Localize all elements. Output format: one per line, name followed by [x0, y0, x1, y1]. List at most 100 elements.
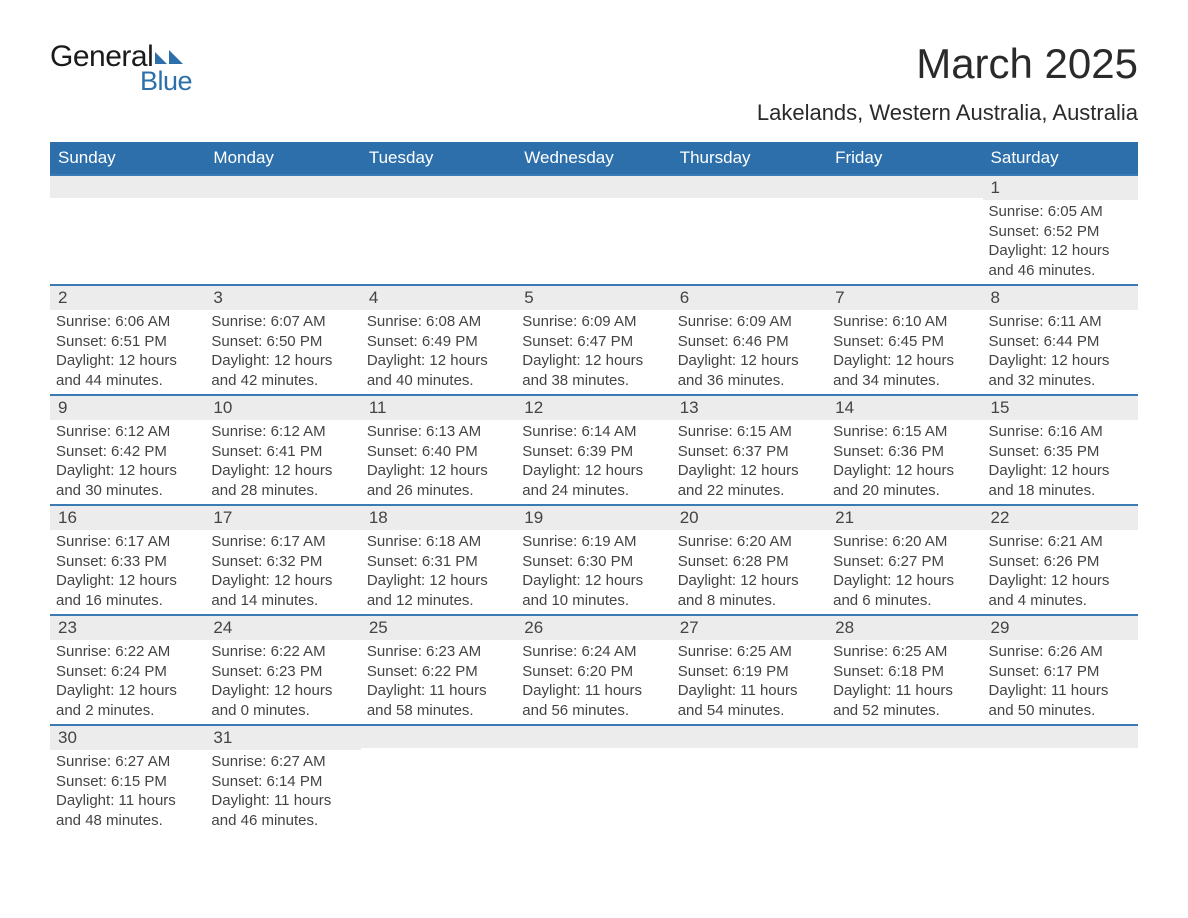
sunrise-line: Sunrise: 6:13 AM: [367, 422, 510, 442]
calendar-cell: 14Sunrise: 6:15 AMSunset: 6:36 PMDayligh…: [827, 396, 982, 504]
day-details: Sunrise: 6:17 AMSunset: 6:32 PMDaylight:…: [205, 530, 360, 614]
calendar-cell: [516, 726, 671, 834]
sunrise-line: Sunrise: 6:16 AM: [989, 422, 1132, 442]
day-details: Sunrise: 6:16 AMSunset: 6:35 PMDaylight:…: [983, 420, 1138, 504]
day-number: 29: [983, 616, 1138, 640]
day-number: [827, 726, 982, 748]
calendar-cell: [361, 176, 516, 284]
sunrise-line: Sunrise: 6:20 AM: [833, 532, 976, 552]
daylight-line: Daylight: 12 hours and 18 minutes.: [989, 461, 1132, 500]
day-details: Sunrise: 6:26 AMSunset: 6:17 PMDaylight:…: [983, 640, 1138, 724]
sunrise-line: Sunrise: 6:15 AM: [833, 422, 976, 442]
sunset-line: Sunset: 6:47 PM: [522, 332, 665, 352]
sunrise-line: Sunrise: 6:23 AM: [367, 642, 510, 662]
daylight-line: Daylight: 12 hours and 8 minutes.: [678, 571, 821, 610]
day-header-row: SundayMondayTuesdayWednesdayThursdayFrid…: [50, 142, 1138, 174]
calendar-cell: 23Sunrise: 6:22 AMSunset: 6:24 PMDayligh…: [50, 616, 205, 724]
sunrise-line: Sunrise: 6:12 AM: [211, 422, 354, 442]
day-number: 16: [50, 506, 205, 530]
day-details: [361, 748, 516, 754]
day-number: 22: [983, 506, 1138, 530]
sunset-line: Sunset: 6:37 PM: [678, 442, 821, 462]
daylight-line: Daylight: 11 hours and 46 minutes.: [211, 791, 354, 830]
sunrise-line: Sunrise: 6:17 AM: [56, 532, 199, 552]
day-number: 27: [672, 616, 827, 640]
sunrise-line: Sunrise: 6:12 AM: [56, 422, 199, 442]
calendar-cell: 16Sunrise: 6:17 AMSunset: 6:33 PMDayligh…: [50, 506, 205, 614]
daylight-line: Daylight: 12 hours and 40 minutes.: [367, 351, 510, 390]
daylight-line: Daylight: 12 hours and 0 minutes.: [211, 681, 354, 720]
daylight-line: Daylight: 12 hours and 42 minutes.: [211, 351, 354, 390]
daylight-line: Daylight: 12 hours and 10 minutes.: [522, 571, 665, 610]
calendar-cell: 19Sunrise: 6:19 AMSunset: 6:30 PMDayligh…: [516, 506, 671, 614]
day-number: 15: [983, 396, 1138, 420]
sunrise-line: Sunrise: 6:08 AM: [367, 312, 510, 332]
day-number: 21: [827, 506, 982, 530]
day-details: Sunrise: 6:27 AMSunset: 6:14 PMDaylight:…: [205, 750, 360, 834]
calendar-week-row: 1Sunrise: 6:05 AMSunset: 6:52 PMDaylight…: [50, 174, 1138, 284]
day-number: [50, 176, 205, 198]
sunset-line: Sunset: 6:23 PM: [211, 662, 354, 682]
sunrise-line: Sunrise: 6:22 AM: [211, 642, 354, 662]
calendar-cell: [827, 176, 982, 284]
day-number: 4: [361, 286, 516, 310]
daylight-line: Daylight: 12 hours and 38 minutes.: [522, 351, 665, 390]
day-details: Sunrise: 6:15 AMSunset: 6:36 PMDaylight:…: [827, 420, 982, 504]
page-header: General Blue March 2025 Lakelands, Weste…: [50, 40, 1138, 132]
calendar-cell: 20Sunrise: 6:20 AMSunset: 6:28 PMDayligh…: [672, 506, 827, 614]
day-number: [516, 176, 671, 198]
sunrise-line: Sunrise: 6:26 AM: [989, 642, 1132, 662]
day-number: 23: [50, 616, 205, 640]
day-details: Sunrise: 6:15 AMSunset: 6:37 PMDaylight:…: [672, 420, 827, 504]
day-details: [983, 748, 1138, 754]
day-number: 1: [983, 176, 1138, 200]
day-number: 25: [361, 616, 516, 640]
calendar-cell: 13Sunrise: 6:15 AMSunset: 6:37 PMDayligh…: [672, 396, 827, 504]
daylight-line: Daylight: 12 hours and 12 minutes.: [367, 571, 510, 610]
calendar-week-row: 16Sunrise: 6:17 AMSunset: 6:33 PMDayligh…: [50, 504, 1138, 614]
day-number: [983, 726, 1138, 748]
location-subtitle: Lakelands, Western Australia, Australia: [757, 100, 1138, 126]
calendar-cell: 3Sunrise: 6:07 AMSunset: 6:50 PMDaylight…: [205, 286, 360, 394]
day-details: [672, 198, 827, 204]
sunrise-line: Sunrise: 6:06 AM: [56, 312, 199, 332]
calendar-cell: 31Sunrise: 6:27 AMSunset: 6:14 PMDayligh…: [205, 726, 360, 834]
day-number: 17: [205, 506, 360, 530]
day-number: [205, 176, 360, 198]
sunrise-line: Sunrise: 6:27 AM: [56, 752, 199, 772]
sunset-line: Sunset: 6:20 PM: [522, 662, 665, 682]
day-number: 10: [205, 396, 360, 420]
day-number: 2: [50, 286, 205, 310]
day-details: [672, 748, 827, 754]
day-details: Sunrise: 6:17 AMSunset: 6:33 PMDaylight:…: [50, 530, 205, 614]
calendar-cell: 30Sunrise: 6:27 AMSunset: 6:15 PMDayligh…: [50, 726, 205, 834]
sunset-line: Sunset: 6:39 PM: [522, 442, 665, 462]
daylight-line: Daylight: 12 hours and 32 minutes.: [989, 351, 1132, 390]
day-details: [516, 748, 671, 754]
sunrise-line: Sunrise: 6:11 AM: [989, 312, 1132, 332]
calendar-cell: 1Sunrise: 6:05 AMSunset: 6:52 PMDaylight…: [983, 176, 1138, 284]
sunset-line: Sunset: 6:46 PM: [678, 332, 821, 352]
day-number: 5: [516, 286, 671, 310]
sunset-line: Sunset: 6:32 PM: [211, 552, 354, 572]
calendar-cell: 6Sunrise: 6:09 AMSunset: 6:46 PMDaylight…: [672, 286, 827, 394]
day-details: Sunrise: 6:09 AMSunset: 6:46 PMDaylight:…: [672, 310, 827, 394]
day-details: Sunrise: 6:13 AMSunset: 6:40 PMDaylight:…: [361, 420, 516, 504]
day-number: 18: [361, 506, 516, 530]
sunrise-line: Sunrise: 6:25 AM: [678, 642, 821, 662]
day-details: [205, 198, 360, 204]
day-details: [361, 198, 516, 204]
sunset-line: Sunset: 6:24 PM: [56, 662, 199, 682]
day-number: 9: [50, 396, 205, 420]
calendar-cell: 17Sunrise: 6:17 AMSunset: 6:32 PMDayligh…: [205, 506, 360, 614]
day-details: Sunrise: 6:20 AMSunset: 6:28 PMDaylight:…: [672, 530, 827, 614]
daylight-line: Daylight: 12 hours and 22 minutes.: [678, 461, 821, 500]
sunset-line: Sunset: 6:49 PM: [367, 332, 510, 352]
day-header: Thursday: [672, 142, 827, 174]
day-number: 28: [827, 616, 982, 640]
day-number: 12: [516, 396, 671, 420]
day-header: Sunday: [50, 142, 205, 174]
day-details: Sunrise: 6:14 AMSunset: 6:39 PMDaylight:…: [516, 420, 671, 504]
sunset-line: Sunset: 6:19 PM: [678, 662, 821, 682]
day-header: Saturday: [983, 142, 1138, 174]
